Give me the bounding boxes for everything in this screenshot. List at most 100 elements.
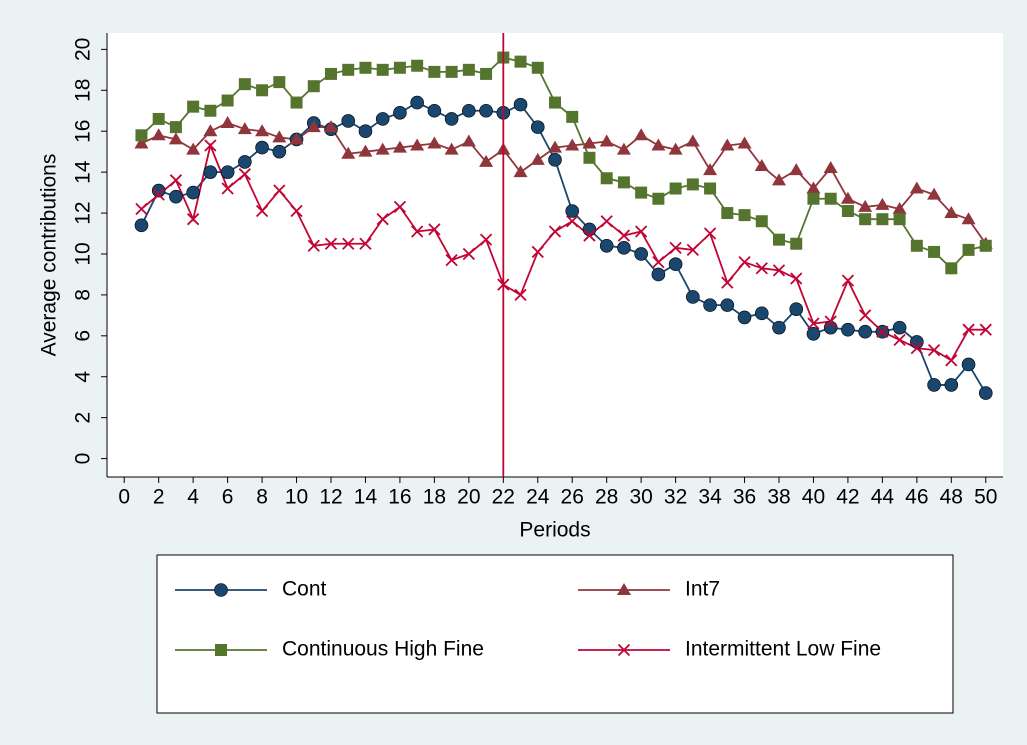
x-tick-label: 44 (871, 486, 895, 509)
marker (583, 151, 596, 164)
marker (599, 134, 614, 147)
marker (704, 182, 717, 195)
marker (135, 202, 148, 216)
x-tick-label: 26 (561, 486, 584, 509)
marker (169, 189, 183, 204)
marker (427, 136, 442, 149)
marker (841, 205, 854, 218)
marker (255, 204, 269, 218)
marker (392, 140, 407, 153)
marker (634, 128, 649, 141)
marker (634, 247, 648, 261)
marker (514, 288, 527, 302)
marker (342, 63, 355, 76)
legend-marker (215, 644, 227, 656)
marker (927, 187, 942, 200)
marker (565, 204, 580, 218)
marker (290, 204, 303, 218)
marker (324, 120, 338, 133)
marker (548, 153, 562, 167)
marker (307, 80, 320, 93)
marker (530, 152, 545, 165)
marker (273, 184, 286, 197)
marker (272, 144, 287, 159)
marker (892, 320, 907, 335)
marker (359, 237, 372, 250)
marker (823, 320, 838, 335)
marker (342, 237, 355, 250)
marker (358, 124, 373, 139)
marker (514, 55, 527, 68)
marker (273, 76, 286, 89)
marker (807, 192, 820, 205)
marker (824, 315, 837, 328)
x-tick-label: 36 (733, 486, 756, 509)
marker (737, 310, 752, 325)
marker (840, 191, 855, 204)
x-tick-label: 48 (940, 486, 963, 509)
marker (411, 59, 424, 72)
marker (668, 257, 683, 272)
marker (376, 63, 389, 76)
marker (411, 225, 424, 238)
marker (307, 239, 320, 252)
marker (721, 276, 734, 289)
y-tick-label: 18 (72, 79, 95, 102)
marker (582, 222, 597, 237)
x-tick-label: 22 (492, 486, 515, 509)
marker (375, 142, 390, 155)
y-tick-label: 0 (72, 453, 95, 465)
marker (600, 172, 613, 185)
marker (875, 197, 890, 210)
marker (754, 158, 769, 171)
marker (410, 138, 425, 151)
marker (823, 161, 838, 174)
legend-marker (617, 583, 631, 595)
marker (669, 182, 682, 195)
marker (600, 215, 613, 228)
x-tick-label: 30 (629, 486, 652, 509)
marker (686, 178, 699, 191)
marker (703, 227, 717, 240)
marker (789, 302, 804, 317)
marker (806, 181, 821, 194)
marker (651, 138, 666, 151)
marker (255, 140, 269, 155)
marker (220, 116, 235, 129)
marker (151, 128, 166, 141)
marker (909, 181, 924, 194)
marker (479, 154, 494, 167)
marker (255, 124, 270, 137)
marker (566, 215, 579, 228)
marker (341, 146, 356, 159)
marker (583, 229, 596, 242)
marker (256, 84, 269, 97)
marker (738, 256, 751, 269)
y-tick-label: 2 (72, 412, 95, 424)
marker (272, 130, 287, 143)
marker (910, 335, 924, 349)
marker (461, 134, 476, 147)
marker (341, 114, 356, 128)
legend-label: Intermittent Low Fine (685, 638, 881, 661)
marker (204, 139, 217, 152)
marker (566, 110, 579, 123)
marker (599, 238, 614, 253)
marker (445, 253, 458, 267)
marker (617, 241, 631, 255)
marker (427, 103, 442, 118)
marker (410, 95, 424, 110)
marker (530, 120, 545, 134)
marker (221, 94, 234, 107)
y-tick-label: 20 (72, 38, 95, 61)
x-tick-label: 32 (664, 486, 687, 509)
marker (237, 122, 252, 135)
marker (944, 378, 959, 392)
marker (928, 245, 941, 258)
y-tick-label: 8 (72, 289, 95, 301)
marker (772, 264, 786, 277)
marker (324, 237, 338, 250)
marker (531, 61, 544, 74)
marker (548, 225, 562, 238)
marker (393, 105, 407, 120)
